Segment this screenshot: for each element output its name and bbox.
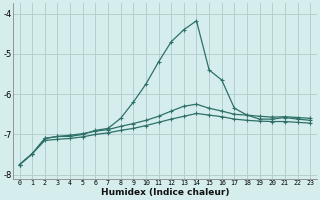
X-axis label: Humidex (Indice chaleur): Humidex (Indice chaleur) [100,188,229,197]
